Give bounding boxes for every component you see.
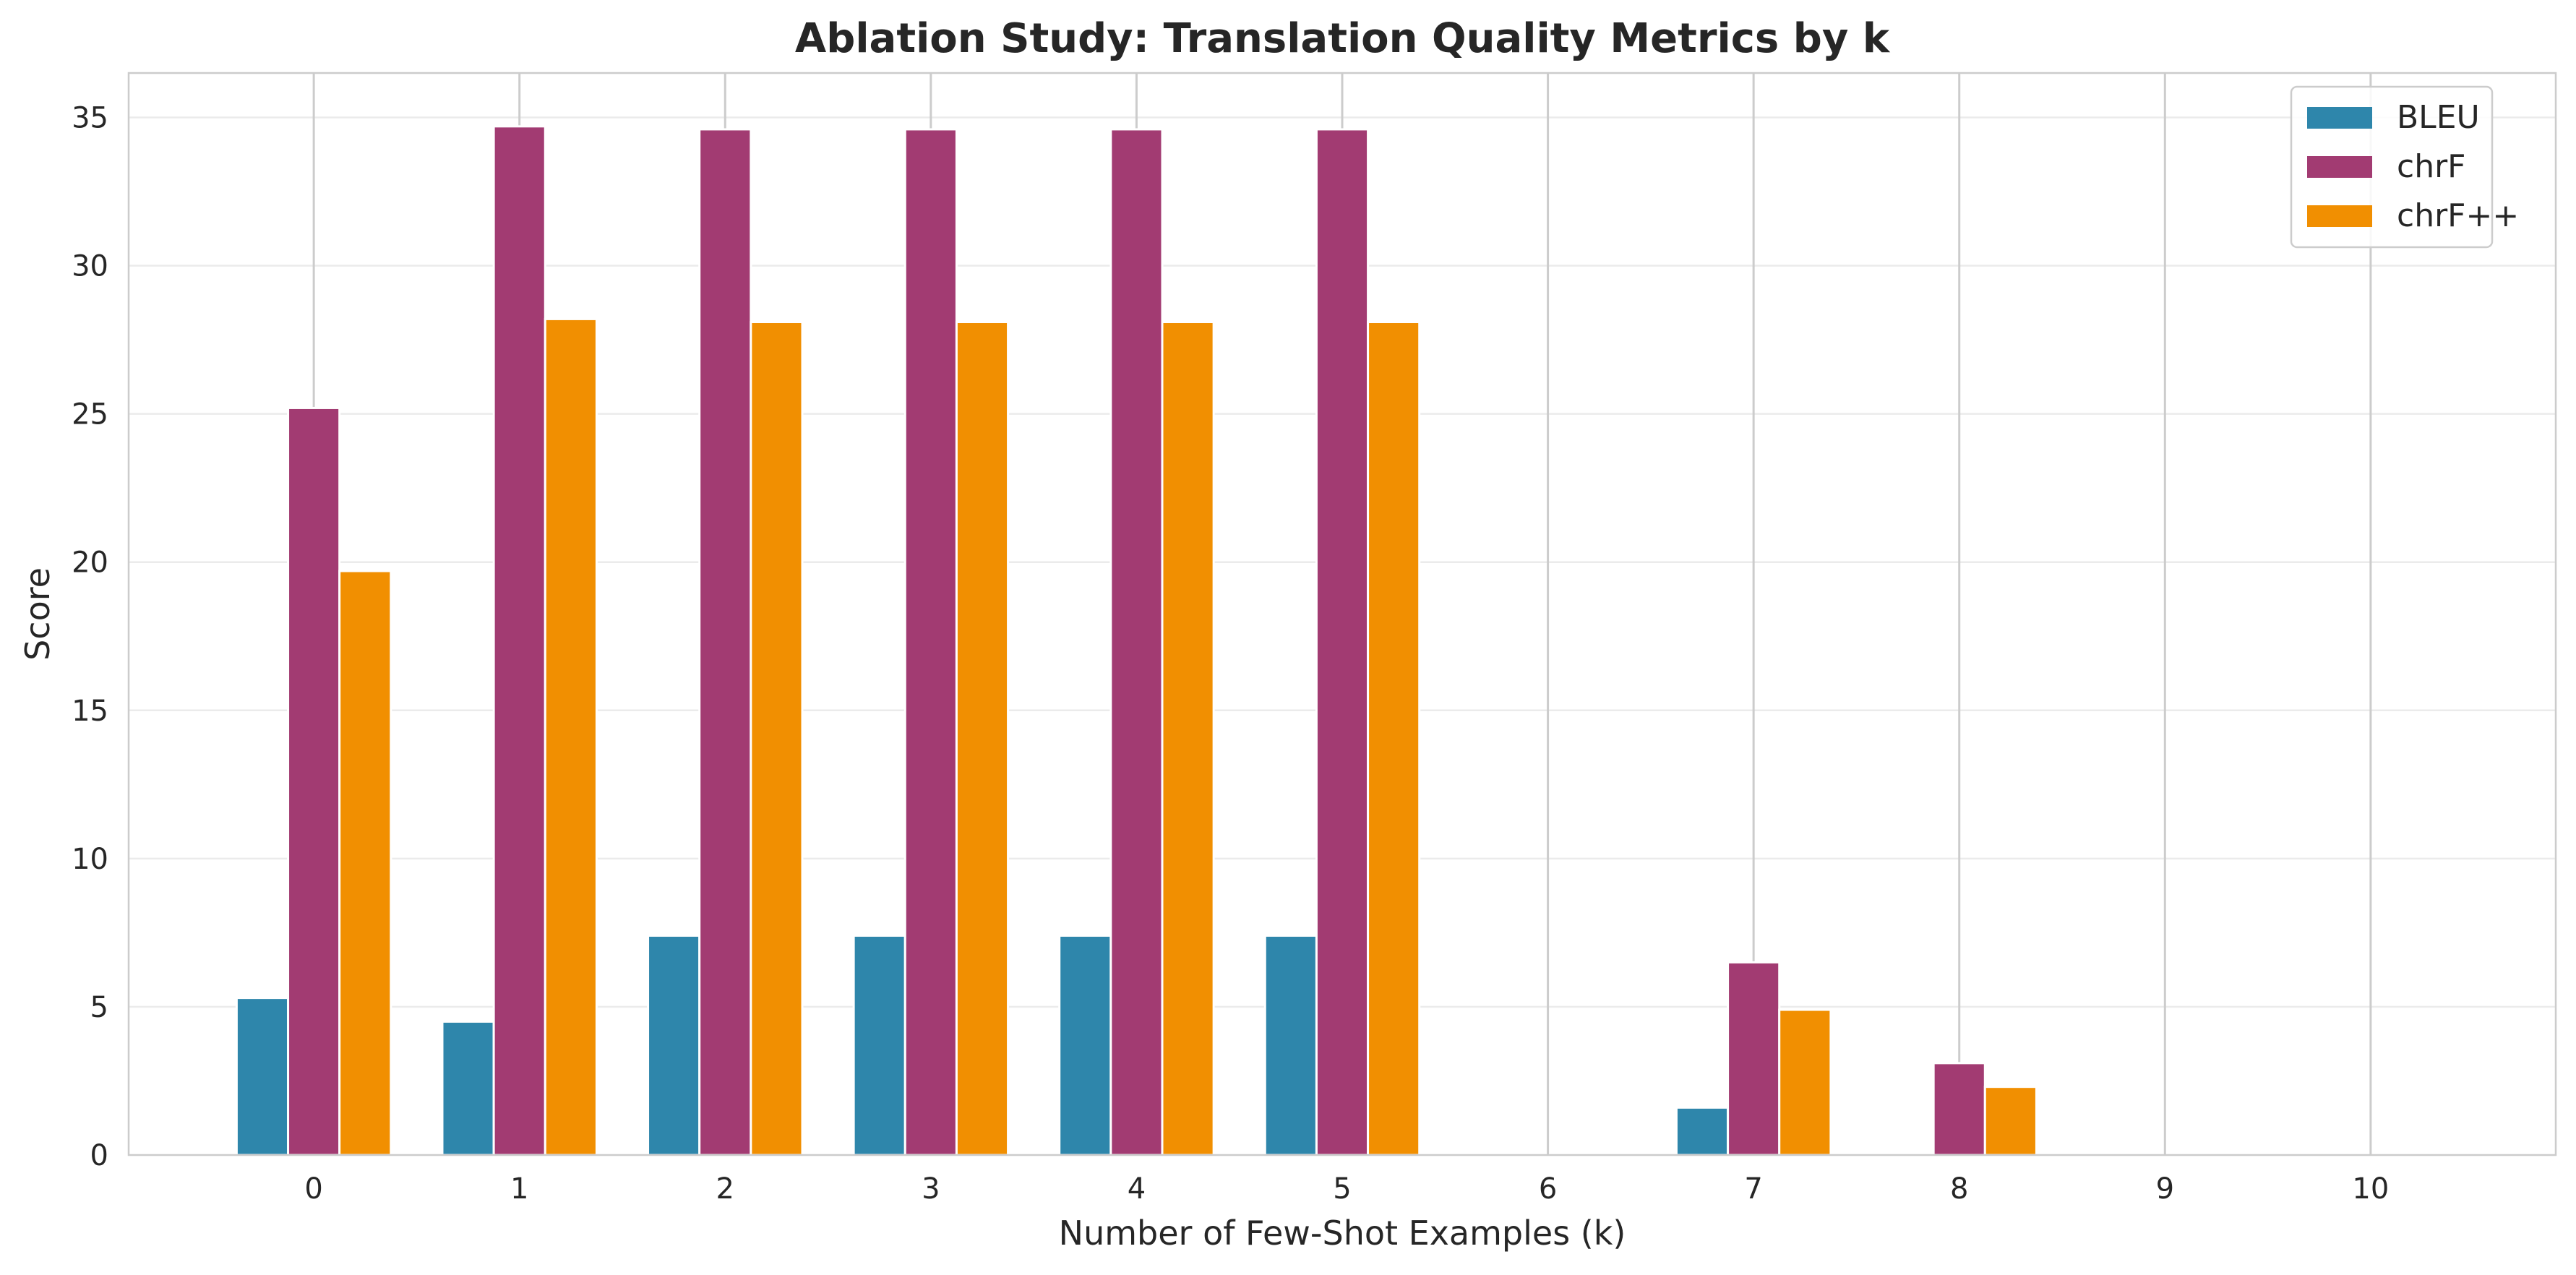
y-tick-label: 10	[72, 843, 108, 876]
bar-chrf-1	[492, 125, 546, 1156]
x-tick-label: 5	[1333, 1172, 1351, 1206]
y-tick-label: 0	[90, 1139, 108, 1172]
bar-bleu-3	[852, 934, 906, 1156]
x-tick-label: 1	[510, 1172, 528, 1206]
legend-label: chrF++	[2397, 197, 2519, 234]
bar-chrf-0	[287, 406, 341, 1156]
legend: BLEU chrF chrF++	[2290, 85, 2519, 249]
legend-swatch	[2307, 205, 2372, 227]
ticks-layer: 0 5 10 15 20 25 30 35 0 1 2 3 4 5 6 7 8 9 10	[72, 102, 2389, 1206]
bar-chrfplusplus-8	[1983, 1086, 2038, 1156]
bar-chrf-3	[903, 128, 958, 1156]
legend-swatch	[2307, 107, 2372, 129]
bar-chrfplusplus-4	[1161, 321, 1215, 1156]
bar-bleu-7	[1675, 1106, 1730, 1156]
x-tick-label: 6	[1539, 1172, 1557, 1206]
plot-frame	[127, 72, 2557, 1156]
y-tick-label: 35	[72, 102, 108, 135]
legend-swatch	[2307, 156, 2372, 178]
bar-bleu-1	[441, 1020, 495, 1156]
x-tick-label: 8	[1950, 1172, 1968, 1206]
bar-chrf-4	[1109, 128, 1164, 1156]
y-tick-label: 30	[72, 250, 108, 283]
bar-chrf-8	[1932, 1062, 1986, 1156]
legend-label: BLEU	[2397, 99, 2480, 136]
y-tick-label: 20	[72, 546, 108, 580]
bar-chrfplusplus-1	[544, 317, 598, 1156]
x-tick-label: 10	[2352, 1172, 2389, 1206]
x-axis-label: Number of Few-Shot Examples (k)	[1059, 1214, 1626, 1253]
y-tick-label: 5	[90, 991, 108, 1024]
bar-bleu-2	[647, 934, 701, 1156]
bars-layer	[235, 125, 2038, 1156]
y-tick-label: 25	[72, 398, 108, 432]
bar-chrfplusplus-3	[955, 321, 1010, 1156]
chart-title: Ablation Study: Translation Quality Metr…	[795, 15, 1891, 62]
x-tick-label: 4	[1128, 1172, 1146, 1206]
bar-chrfplusplus-0	[338, 570, 392, 1156]
bar-chrf-2	[698, 128, 752, 1156]
bar-chrfplusplus-5	[1367, 321, 1421, 1156]
legend-label: chrF	[2397, 148, 2465, 185]
x-tick-label: 9	[2156, 1172, 2174, 1206]
bar-bleu-4	[1058, 934, 1112, 1156]
x-tick-label: 3	[922, 1172, 940, 1206]
x-tick-label: 0	[304, 1172, 322, 1206]
x-tick-label: 2	[716, 1172, 734, 1206]
bar-bleu-5	[1263, 934, 1318, 1156]
bar-chrfplusplus-7	[1778, 1008, 1832, 1156]
y-tick-label: 15	[72, 695, 108, 728]
bar-chrf-7	[1727, 961, 1781, 1156]
bar-chrfplusplus-2	[750, 321, 804, 1156]
y-axis-label: Score	[18, 567, 57, 661]
bar-chrf-5	[1315, 128, 1370, 1156]
x-tick-label: 7	[1744, 1172, 1762, 1206]
bar-bleu-0	[235, 997, 290, 1156]
